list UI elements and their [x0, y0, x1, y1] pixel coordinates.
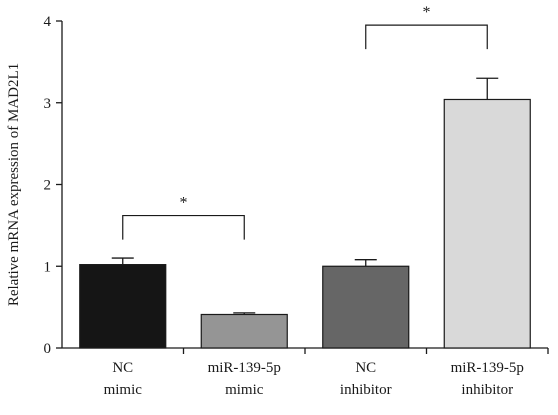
- x-tick-label-line: inhibitor: [340, 382, 392, 398]
- bars: [79, 98, 531, 349]
- significance-brackets: **: [122, 4, 488, 240]
- x-tick-label: NC inhibitor: [340, 360, 392, 398]
- error-bars: [111, 77, 499, 315]
- y-tick-label: 2: [44, 178, 52, 194]
- significance-bracket: [122, 214, 245, 240]
- x-tick-label: miR-139-5p mimic: [208, 360, 281, 398]
- significance-marker: *: [180, 195, 188, 212]
- bar: [79, 264, 167, 349]
- x-tick-label-line: miR-139-5p: [451, 360, 524, 376]
- y-axis-title: Relative mRNA expression of MAD2L1: [6, 63, 22, 306]
- x-tick-label-line: mimic: [225, 382, 264, 398]
- y-tick-label: 3: [44, 96, 52, 112]
- x-tick-label-line: NC: [112, 360, 133, 376]
- significance-marker: *: [423, 4, 431, 21]
- bar: [443, 98, 531, 349]
- x-tick-label-line: mimic: [104, 382, 143, 398]
- bar: [200, 313, 288, 349]
- x-tick-label-line: NC: [355, 360, 376, 376]
- y-axis-label: Relative mRNA expression of MAD2L1: [6, 63, 22, 306]
- x-tick-label: NC mimic: [104, 360, 143, 398]
- x-tick-label-line: miR-139-5p: [208, 360, 281, 376]
- bar: [322, 265, 410, 349]
- x-tick-label: miR-139-5p inhibitor: [451, 360, 524, 398]
- y-tick-label: 4: [44, 14, 52, 30]
- x-tick-label-line: inhibitor: [461, 382, 513, 398]
- y-tick-label: 0: [44, 341, 52, 357]
- y-tick-label: 1: [44, 259, 52, 275]
- significance-bracket: [365, 24, 488, 50]
